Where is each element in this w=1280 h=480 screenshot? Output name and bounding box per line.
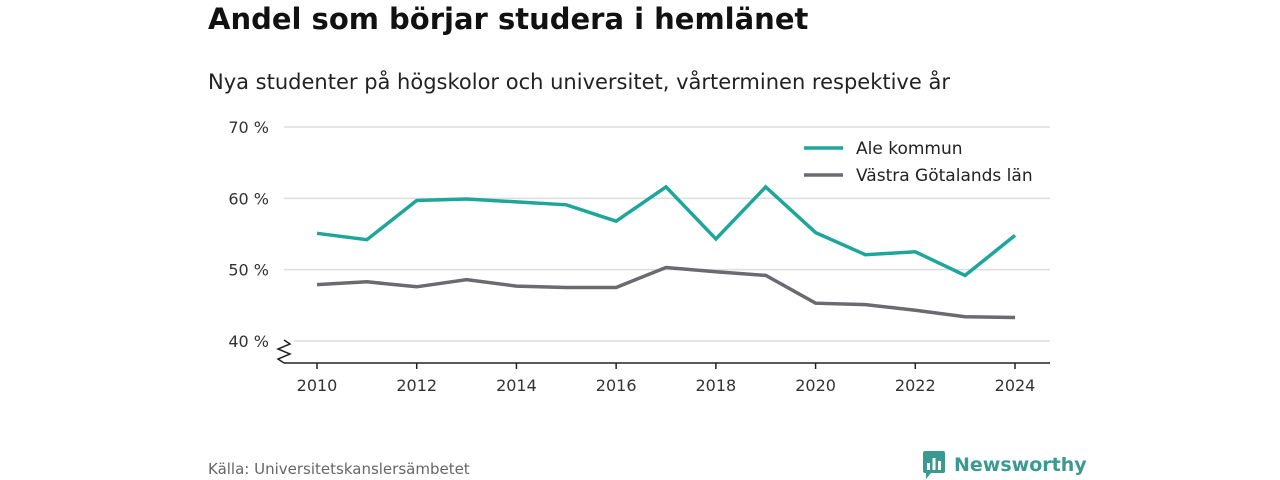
x-tick-label: 2022	[895, 376, 936, 395]
y-tick-label: 40 %	[228, 332, 269, 351]
x-tick-label: 2010	[297, 376, 338, 395]
series-layer	[316, 184, 1017, 320]
series-line-ale-kommun	[316, 184, 1017, 278]
x-tick-label: 2016	[596, 376, 637, 395]
legend-label: Ale kommun	[856, 139, 963, 159]
chart-subtitle: Nya studenter på högskolor och universit…	[208, 70, 950, 94]
series-line-vastra-gotaland	[316, 265, 1016, 320]
x-tick-label: 2018	[695, 376, 736, 395]
y-tick-label: 50 %	[228, 261, 269, 280]
x-tick-label: 2014	[496, 376, 537, 395]
brand-name: Newsworthy	[954, 454, 1087, 476]
x-tick-label: 2024	[995, 376, 1036, 395]
source-note: Källa: Universitetskanslersämbetet	[208, 460, 470, 478]
brand-logo: Newsworthy	[922, 450, 1087, 480]
line-chart: 40 % 50 % 60 % 70 % 2010 2012 2014 2016 2018 2020…	[228, 118, 1050, 395]
chart-title: Andel som börjar studera i hemlänet	[208, 2, 809, 36]
newsworthy-logo-icon	[923, 451, 945, 479]
legend: Ale kommun Västra Götalands län	[804, 139, 1033, 186]
x-tick-label: 2012	[396, 376, 437, 395]
axis-layer: 40 % 50 % 60 % 70 % 2010 2012 2014 2016 2018 2020…	[228, 118, 1050, 395]
legend-label: Västra Götalands län	[856, 166, 1033, 186]
grid-layer	[284, 126, 1050, 342]
axis-break-icon	[276, 339, 292, 364]
x-tick-label: 2020	[795, 376, 836, 395]
y-tick-label: 60 %	[228, 189, 269, 208]
y-tick-label: 70 %	[228, 118, 269, 137]
